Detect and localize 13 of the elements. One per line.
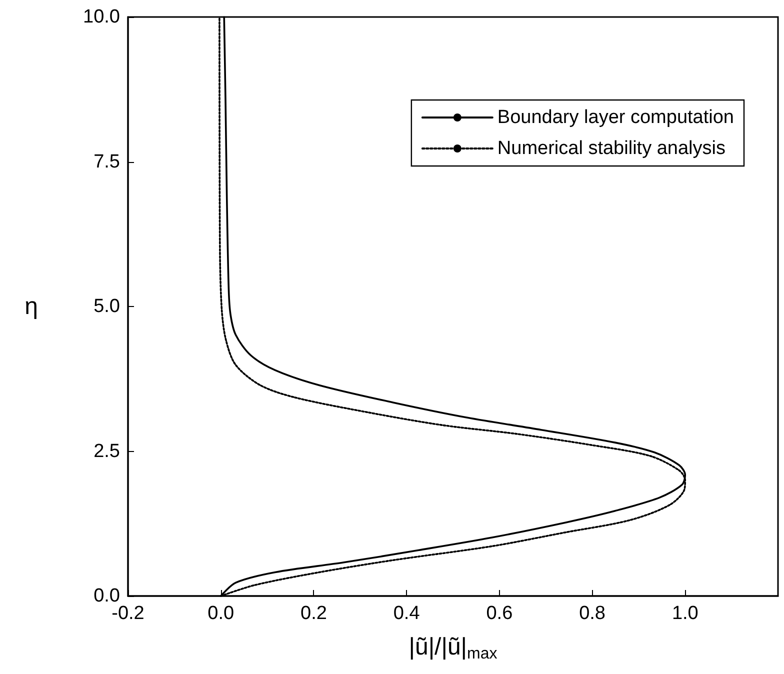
x-tick-label: 1.0 (672, 603, 698, 624)
y-tick-label: 7.5 (94, 151, 120, 172)
legend-label: Boundary layer computation (497, 107, 734, 128)
x-tick-label: 0.0 (208, 603, 234, 624)
x-tick-label: 0.2 (300, 603, 327, 624)
y-axis-title: η (24, 293, 38, 320)
legend-label: Numerical stability analysis (497, 138, 726, 159)
y-tick-label: 2.5 (94, 440, 120, 462)
x-tick-label: 0.8 (579, 603, 606, 624)
y-tick-label: 5.0 (94, 296, 120, 317)
y-tick-label: 10.0 (83, 6, 120, 28)
x-tick-label: 0.6 (486, 603, 513, 624)
x-tick-label: 0.4 (393, 603, 420, 624)
